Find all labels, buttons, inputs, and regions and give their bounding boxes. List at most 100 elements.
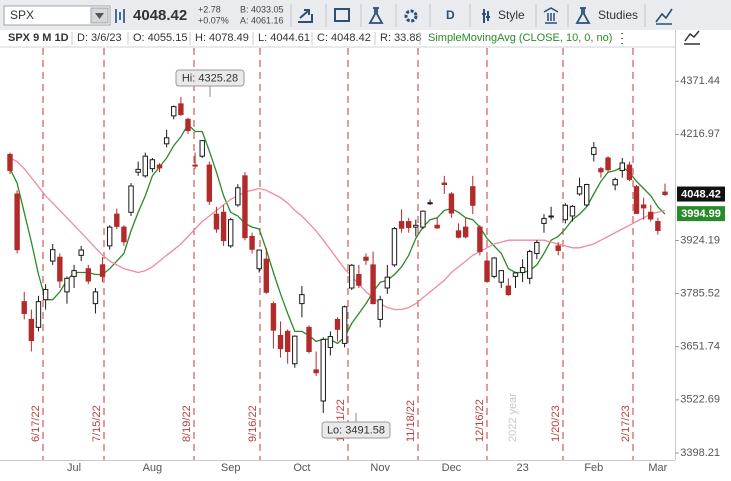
expiration-label: 8/19/22	[181, 405, 193, 442]
candle-body	[498, 270, 504, 283]
symbol-input[interactable]	[3, 5, 111, 26]
candle-body	[106, 226, 113, 247]
candle-body	[405, 221, 412, 228]
toolbar-separators	[290, 4, 646, 27]
candle-body	[349, 264, 355, 289]
candle-body	[256, 249, 262, 270]
candle-body	[605, 157, 611, 171]
moving-average-line	[9, 157, 666, 311]
info-item: C: 4048.42	[317, 32, 371, 44]
style-button[interactable]: Style	[498, 8, 525, 22]
candle-body	[228, 219, 234, 247]
candle-body	[320, 338, 326, 402]
share-button[interactable]	[298, 9, 313, 23]
info-item: D: 3/6/23	[77, 32, 122, 44]
candle-body	[270, 303, 277, 331]
candle-body	[555, 245, 561, 251]
candle-body	[534, 241, 540, 254]
ask: A: 4061.16	[240, 15, 284, 25]
layout-button[interactable]	[334, 8, 350, 22]
y-tick-label: 3785.52	[680, 288, 720, 300]
candle-body	[491, 257, 497, 277]
last-price-tag-label: 4048.42	[681, 188, 721, 200]
studies-button[interactable]: Studies	[598, 8, 638, 22]
dropdown-arrow	[95, 13, 104, 19]
candle-body	[99, 264, 106, 277]
year-watermark: 2022 year	[507, 393, 519, 442]
candle-body	[28, 318, 35, 342]
y-tick-label: 4216.97	[680, 128, 720, 140]
candle-body	[242, 175, 248, 239]
expiration-label: 11/18/22	[405, 400, 417, 442]
study-value-tag-label: 3994.99	[681, 208, 721, 220]
candle-body	[277, 334, 284, 350]
candle-body	[199, 140, 205, 157]
candle-body	[327, 336, 334, 348]
candle-body	[249, 235, 255, 250]
y-tick-label: 3651.74	[680, 341, 720, 353]
candle-body	[562, 204, 569, 221]
candle-body	[57, 256, 63, 282]
x-tick-label: Aug	[143, 462, 163, 474]
candle-body	[42, 289, 49, 301]
candle-body	[128, 185, 134, 213]
candle-body	[512, 272, 519, 277]
candle-body	[220, 211, 227, 242]
x-tick-label: Mar	[648, 462, 667, 474]
candle-body	[484, 260, 490, 282]
candle-body	[648, 211, 654, 220]
info-item: L: 4044.61	[258, 32, 310, 44]
candle-body	[64, 277, 70, 293]
quote-icon[interactable]	[115, 9, 125, 23]
x-tick-label: Feb	[584, 462, 603, 474]
candle-body	[213, 213, 220, 230]
x-tick-label: Oct	[293, 462, 310, 474]
settings-button[interactable]	[404, 9, 418, 23]
y-tick-label: 3924.19	[680, 234, 720, 246]
candle-body	[455, 230, 462, 238]
candle-body	[655, 221, 661, 231]
candle-body	[192, 164, 198, 167]
candle-body	[434, 224, 440, 229]
study-value-tag	[677, 206, 725, 222]
candle-body	[363, 256, 369, 261]
candle-body	[633, 186, 640, 214]
candle-body	[149, 159, 156, 170]
candle-body	[78, 249, 84, 256]
candle-body	[612, 178, 618, 186]
candle-body	[92, 291, 99, 305]
period-button[interactable]: D	[446, 8, 455, 22]
candle-body	[284, 330, 291, 352]
candle-body	[505, 285, 512, 296]
candle-body	[576, 186, 583, 195]
y-tick-label: 3522.69	[680, 394, 720, 406]
candle-body	[341, 306, 348, 344]
candle-body	[662, 191, 668, 196]
drawing-tool-icon[interactable]	[684, 30, 700, 45]
flask-button[interactable]	[368, 7, 384, 24]
candle-body	[470, 186, 476, 206]
last-price: 4048.42	[133, 7, 187, 24]
lo-label: Lo: 3491.58	[327, 424, 385, 436]
candle-body	[583, 184, 590, 206]
candle-body	[398, 221, 405, 229]
percent-change: +0.07%	[198, 15, 229, 25]
y-tick-label: 3398.21	[680, 447, 720, 459]
lo-bubble	[321, 421, 391, 439]
candle-body	[569, 205, 576, 217]
expiration-label: 6/17/22	[30, 405, 42, 442]
candle-body	[299, 294, 305, 305]
net-change: +2.78	[198, 4, 221, 14]
info-item: O: 4055.15	[133, 32, 187, 44]
candle-body	[519, 267, 526, 274]
drawings-button[interactable]	[655, 8, 673, 25]
candle-body	[142, 155, 148, 177]
candle-body	[71, 270, 77, 277]
candle-body	[178, 103, 184, 116]
info-bar	[0, 30, 731, 47]
trade-button[interactable]	[543, 7, 559, 24]
candle-body	[413, 224, 419, 228]
candle-body	[163, 137, 170, 145]
x-tick-label: Sep	[221, 462, 241, 474]
